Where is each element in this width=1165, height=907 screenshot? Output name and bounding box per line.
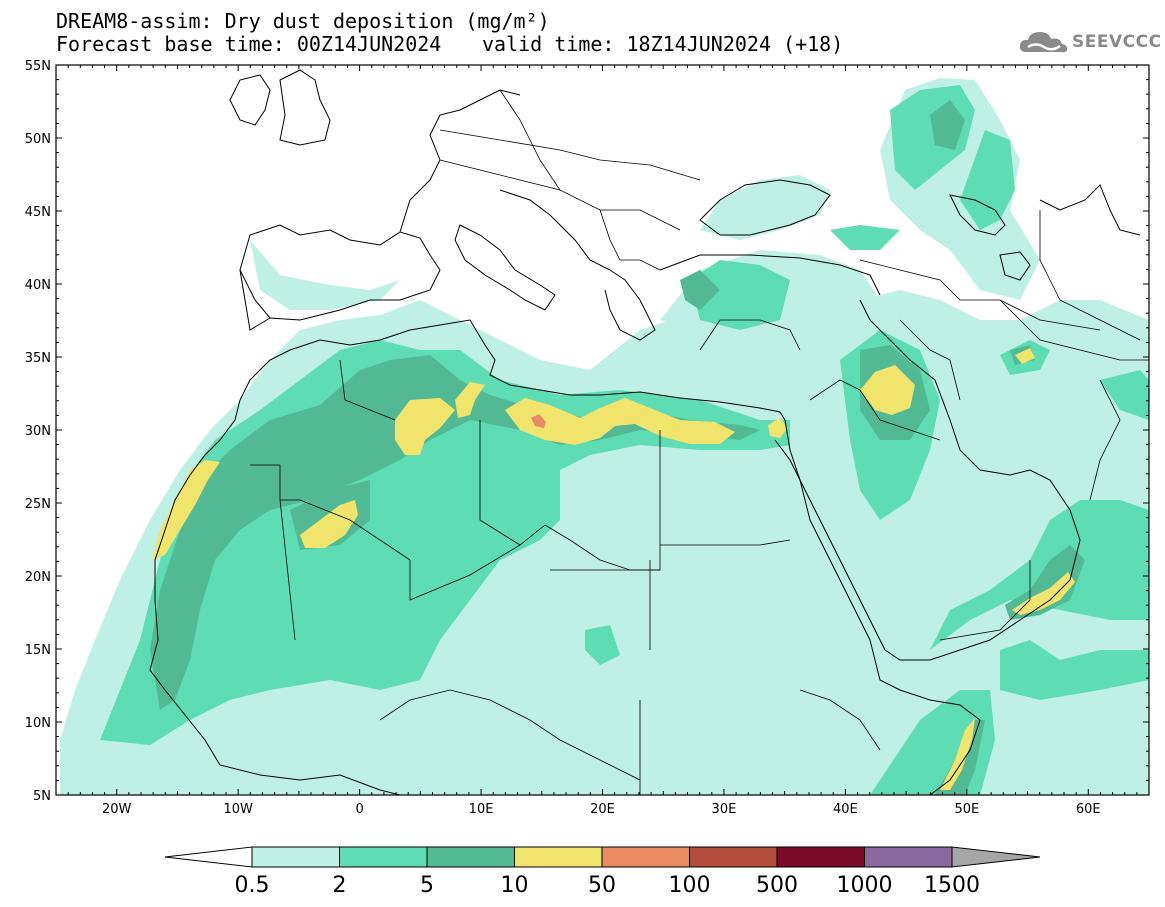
colorbar-label: 10 bbox=[501, 873, 529, 898]
colorbar-upper-arrow bbox=[951, 846, 1041, 868]
lon-label: 50E bbox=[954, 802, 979, 817]
deposition-area-10 bbox=[152, 348, 1075, 790]
lat-label: 45N bbox=[25, 205, 51, 220]
lon-label: 40E bbox=[833, 802, 858, 817]
chart-title: DREAM8-assim: Dry dust deposition (mg/m²… bbox=[56, 9, 550, 33]
lat-label: 15N bbox=[25, 643, 51, 658]
colorbar-label: 0.5 bbox=[235, 873, 270, 898]
colorbar-label: 100 bbox=[669, 873, 711, 898]
lat-label: 40N bbox=[25, 278, 51, 293]
colorbar-swatch bbox=[864, 846, 953, 868]
coastlines bbox=[149, 69, 1141, 795]
colorbar-swatch bbox=[251, 846, 340, 868]
lat-label: 20N bbox=[25, 570, 51, 585]
colorbar-swatch bbox=[776, 846, 865, 868]
colorbar-swatch bbox=[339, 846, 428, 868]
lat-label: 55N bbox=[25, 59, 51, 74]
lon-label: 30E bbox=[712, 802, 737, 817]
deposition-area-50 bbox=[531, 414, 546, 428]
lon-label: 10E bbox=[469, 802, 494, 817]
colorbar-label: 2 bbox=[333, 873, 347, 898]
colorbar-label: 50 bbox=[588, 873, 616, 898]
valid-time: valid time: 18Z14JUN2024 (+18) bbox=[482, 32, 844, 56]
colorbar-labels: 0.5 2 5 10 50 100 500 1000 1500 bbox=[235, 873, 981, 898]
forecast-base-time: Forecast base time: 00Z14JUN2024 bbox=[56, 32, 442, 56]
colorbar-swatch bbox=[514, 846, 603, 868]
lat-label: 10N bbox=[25, 716, 51, 731]
colorbar-label: 500 bbox=[756, 873, 798, 898]
colorbar-swatch bbox=[689, 846, 778, 868]
lat-label: 5N bbox=[33, 789, 51, 804]
lat-label: 30N bbox=[25, 424, 51, 439]
lat-label: 25N bbox=[25, 497, 51, 512]
lon-label: 60E bbox=[1076, 802, 1101, 817]
lon-label: 0 bbox=[355, 802, 363, 817]
colorbar-swatch bbox=[426, 846, 515, 868]
colorbar-swatch bbox=[601, 846, 690, 868]
colorbar-lower-arrow bbox=[164, 846, 253, 868]
country-borders bbox=[250, 89, 1149, 795]
latitude-ticks bbox=[56, 64, 1149, 796]
lat-label: 50N bbox=[25, 132, 51, 147]
dust-deposition-field bbox=[56, 65, 1149, 795]
lon-label: 10W bbox=[223, 802, 253, 817]
logo-text: SEEVCCC bbox=[1072, 32, 1162, 52]
lon-label: 20E bbox=[590, 802, 615, 817]
seevccc-logo: SEEVCCC bbox=[1018, 28, 1162, 56]
lat-label: 35N bbox=[25, 351, 51, 366]
colorbar-label: 1500 bbox=[924, 873, 980, 898]
lon-label: 20W bbox=[102, 802, 132, 817]
colorbar-label: 1000 bbox=[837, 873, 893, 898]
colorbar bbox=[164, 846, 1041, 868]
longitude-ticks bbox=[67, 65, 1138, 795]
colorbar-label: 5 bbox=[420, 873, 434, 898]
cloud-icon bbox=[1019, 32, 1068, 53]
latitude-labels: 55N 50N 45N 40N 35N 30N 25N 20N 15N 10N 5N bbox=[25, 59, 51, 804]
longitude-labels: 20W 10W 0 10E 20E 30E 40E 50E 60E bbox=[102, 802, 1101, 817]
